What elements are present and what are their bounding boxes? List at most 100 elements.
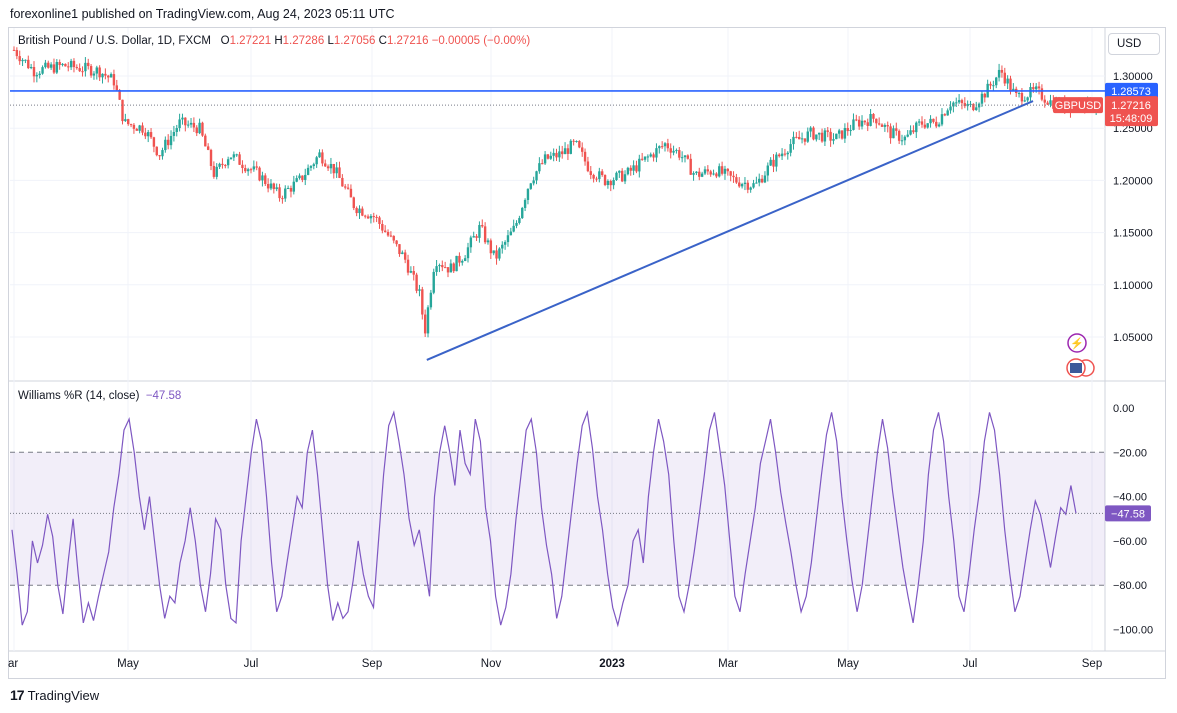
candle-body — [47, 62, 50, 68]
candle-body — [1049, 100, 1052, 105]
candle-body — [989, 83, 992, 86]
candle-body — [312, 164, 316, 167]
candle-body — [740, 184, 744, 187]
candle-body — [678, 150, 681, 158]
candle-body — [64, 63, 67, 67]
trendline — [426, 100, 1034, 361]
candle-body — [246, 169, 250, 172]
candle-body — [672, 150, 675, 153]
candle-body — [792, 136, 795, 145]
candle-body — [523, 199, 527, 208]
candle-body — [38, 73, 41, 76]
candle-body — [178, 119, 181, 129]
candle-body — [24, 59, 27, 61]
candle-body — [489, 240, 493, 254]
candle-body — [61, 63, 64, 66]
candle-body — [869, 114, 872, 126]
candle-body — [552, 152, 555, 156]
williams-r-line — [11, 410, 1077, 628]
candle-body — [352, 197, 355, 209]
candle-body — [955, 102, 958, 104]
candle-body — [872, 114, 875, 119]
candle-body — [929, 118, 932, 124]
candle-body — [1034, 86, 1038, 90]
candle-body — [398, 244, 401, 255]
candle-body — [937, 124, 941, 127]
wr-tick-label: −80.00 — [1113, 580, 1147, 592]
candle-body — [449, 263, 453, 273]
candle-body — [52, 64, 56, 73]
candle-body — [421, 289, 424, 315]
candle-body — [652, 154, 655, 158]
candle-body — [803, 138, 807, 142]
candle-body — [189, 122, 193, 125]
candle-body — [603, 175, 607, 186]
candle-body — [586, 161, 590, 172]
candle-body — [29, 66, 33, 69]
candle-body — [184, 117, 187, 126]
candle-body — [763, 175, 767, 183]
candle-body — [166, 139, 170, 146]
tradingview-logo-icon: 17 — [10, 687, 25, 703]
candle-body — [292, 181, 296, 192]
candle-body — [306, 167, 310, 175]
candle-body — [798, 136, 801, 140]
candle-body — [87, 62, 90, 67]
candle-body — [241, 164, 244, 168]
candle-body — [615, 172, 618, 181]
candle-body — [658, 146, 661, 149]
candle-body — [81, 71, 84, 73]
candle-body — [917, 121, 921, 123]
candle-body — [49, 64, 53, 68]
indicator-value: −47.58 — [145, 390, 182, 402]
candle-body — [532, 180, 535, 184]
candle-body — [561, 151, 564, 155]
candle-body — [386, 231, 390, 236]
candle-body — [715, 173, 718, 177]
indicator-name[interactable]: Williams %R (14, close) — [18, 390, 140, 402]
candle-body — [612, 180, 615, 186]
candle-body — [558, 151, 561, 158]
currency-button[interactable]: USD — [1108, 33, 1160, 55]
candle-body — [146, 132, 150, 137]
candle-body — [349, 188, 353, 198]
candle-body — [252, 166, 256, 170]
candle-body — [486, 240, 490, 243]
candle-body — [255, 166, 258, 168]
candle-body — [244, 167, 247, 172]
candle-body — [900, 140, 904, 142]
candle-body — [186, 124, 190, 126]
chart-frame — [8, 27, 1166, 679]
candle-body — [258, 167, 261, 181]
candle-body — [823, 130, 827, 142]
candle-body — [572, 140, 575, 142]
candle-body — [164, 139, 167, 151]
candle-body — [298, 175, 301, 179]
candle-body — [1029, 87, 1032, 98]
candle-body — [886, 125, 889, 127]
candle-body — [709, 171, 712, 175]
symbol-title[interactable]: British Pound / U.S. Dollar, 1D, FXCM — [18, 35, 212, 47]
candle-body — [72, 60, 76, 68]
candle-body — [378, 217, 381, 224]
wr-tick-label: −20.00 — [1113, 447, 1147, 459]
candle-body — [286, 187, 290, 189]
candle-body — [98, 67, 101, 78]
candle-body — [915, 122, 918, 133]
candle-body — [766, 165, 770, 176]
candle-body — [381, 223, 384, 231]
price-tick-label: 1.20000 — [1113, 175, 1153, 187]
candle-body — [455, 255, 458, 272]
time-tick-label: ar — [8, 658, 18, 670]
candle-body — [301, 175, 304, 180]
candle-body — [375, 216, 378, 218]
candle-body — [284, 188, 287, 199]
candle-body — [361, 208, 364, 216]
candle-body — [129, 124, 133, 126]
candle-body — [1037, 86, 1041, 89]
candle-body — [692, 173, 695, 175]
candle-body — [895, 128, 898, 131]
candle-body — [700, 173, 704, 177]
candle-body — [1046, 102, 1049, 105]
